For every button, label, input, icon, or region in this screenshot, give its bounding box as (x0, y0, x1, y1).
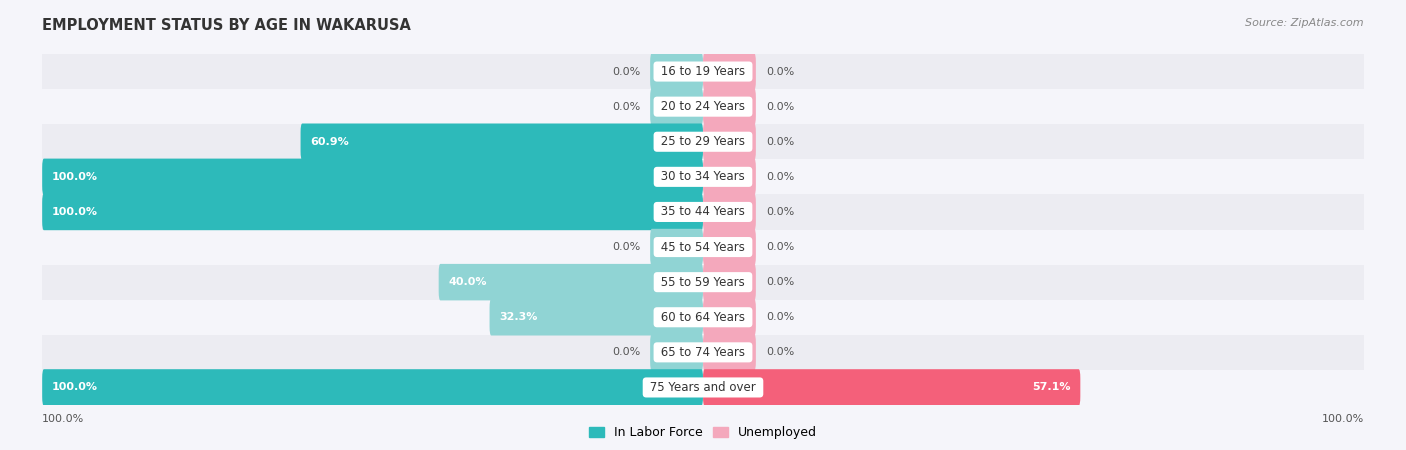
Text: 100.0%: 100.0% (1322, 414, 1364, 424)
Text: 0.0%: 0.0% (766, 242, 794, 252)
FancyBboxPatch shape (650, 334, 703, 371)
FancyBboxPatch shape (439, 264, 703, 301)
Text: 0.0%: 0.0% (766, 312, 794, 322)
Text: 16 to 19 Years: 16 to 19 Years (657, 65, 749, 78)
Text: 0.0%: 0.0% (766, 137, 794, 147)
Text: 35 to 44 Years: 35 to 44 Years (657, 206, 749, 218)
Legend: In Labor Force, Unemployed: In Labor Force, Unemployed (583, 421, 823, 445)
FancyBboxPatch shape (301, 123, 703, 160)
Text: 20 to 24 Years: 20 to 24 Years (657, 100, 749, 113)
FancyBboxPatch shape (703, 264, 756, 301)
FancyBboxPatch shape (703, 229, 756, 266)
Bar (42, 124, 1364, 159)
Text: 0.0%: 0.0% (612, 102, 640, 112)
Text: 40.0%: 40.0% (449, 277, 486, 287)
Bar (42, 54, 1364, 89)
Text: 65 to 74 Years: 65 to 74 Years (657, 346, 749, 359)
Bar (42, 89, 1364, 124)
FancyBboxPatch shape (650, 53, 703, 90)
Text: 55 to 59 Years: 55 to 59 Years (657, 276, 749, 288)
Text: 100.0%: 100.0% (52, 207, 98, 217)
Text: 60.9%: 60.9% (311, 137, 349, 147)
Text: 60 to 64 Years: 60 to 64 Years (657, 311, 749, 324)
Bar (42, 335, 1364, 370)
Text: 25 to 29 Years: 25 to 29 Years (657, 135, 749, 148)
FancyBboxPatch shape (703, 123, 756, 160)
Text: 0.0%: 0.0% (612, 242, 640, 252)
Text: 0.0%: 0.0% (766, 277, 794, 287)
Text: 100.0%: 100.0% (42, 414, 84, 424)
Text: Source: ZipAtlas.com: Source: ZipAtlas.com (1246, 18, 1364, 28)
Bar (42, 265, 1364, 300)
Bar (42, 300, 1364, 335)
FancyBboxPatch shape (42, 369, 703, 406)
Bar (42, 159, 1364, 194)
Text: 30 to 34 Years: 30 to 34 Years (657, 171, 749, 183)
Bar (42, 194, 1364, 230)
FancyBboxPatch shape (42, 158, 703, 195)
FancyBboxPatch shape (703, 88, 756, 125)
Text: 45 to 54 Years: 45 to 54 Years (657, 241, 749, 253)
Bar (42, 230, 1364, 265)
Text: 0.0%: 0.0% (612, 67, 640, 76)
FancyBboxPatch shape (703, 299, 756, 336)
FancyBboxPatch shape (703, 369, 1080, 406)
Text: 0.0%: 0.0% (766, 207, 794, 217)
Text: 0.0%: 0.0% (766, 102, 794, 112)
Text: 32.3%: 32.3% (499, 312, 538, 322)
FancyBboxPatch shape (489, 299, 703, 336)
Text: 0.0%: 0.0% (766, 347, 794, 357)
Text: 0.0%: 0.0% (766, 67, 794, 76)
Text: 0.0%: 0.0% (612, 347, 640, 357)
FancyBboxPatch shape (703, 194, 756, 230)
Bar (42, 370, 1364, 405)
FancyBboxPatch shape (703, 158, 756, 195)
FancyBboxPatch shape (650, 88, 703, 125)
Text: 75 Years and over: 75 Years and over (647, 381, 759, 394)
Text: 100.0%: 100.0% (52, 172, 98, 182)
FancyBboxPatch shape (650, 229, 703, 266)
Text: 100.0%: 100.0% (52, 382, 98, 392)
Text: 57.1%: 57.1% (1032, 382, 1070, 392)
Text: EMPLOYMENT STATUS BY AGE IN WAKARUSA: EMPLOYMENT STATUS BY AGE IN WAKARUSA (42, 18, 411, 33)
FancyBboxPatch shape (703, 53, 756, 90)
Text: 0.0%: 0.0% (766, 172, 794, 182)
FancyBboxPatch shape (703, 334, 756, 371)
FancyBboxPatch shape (42, 194, 703, 230)
